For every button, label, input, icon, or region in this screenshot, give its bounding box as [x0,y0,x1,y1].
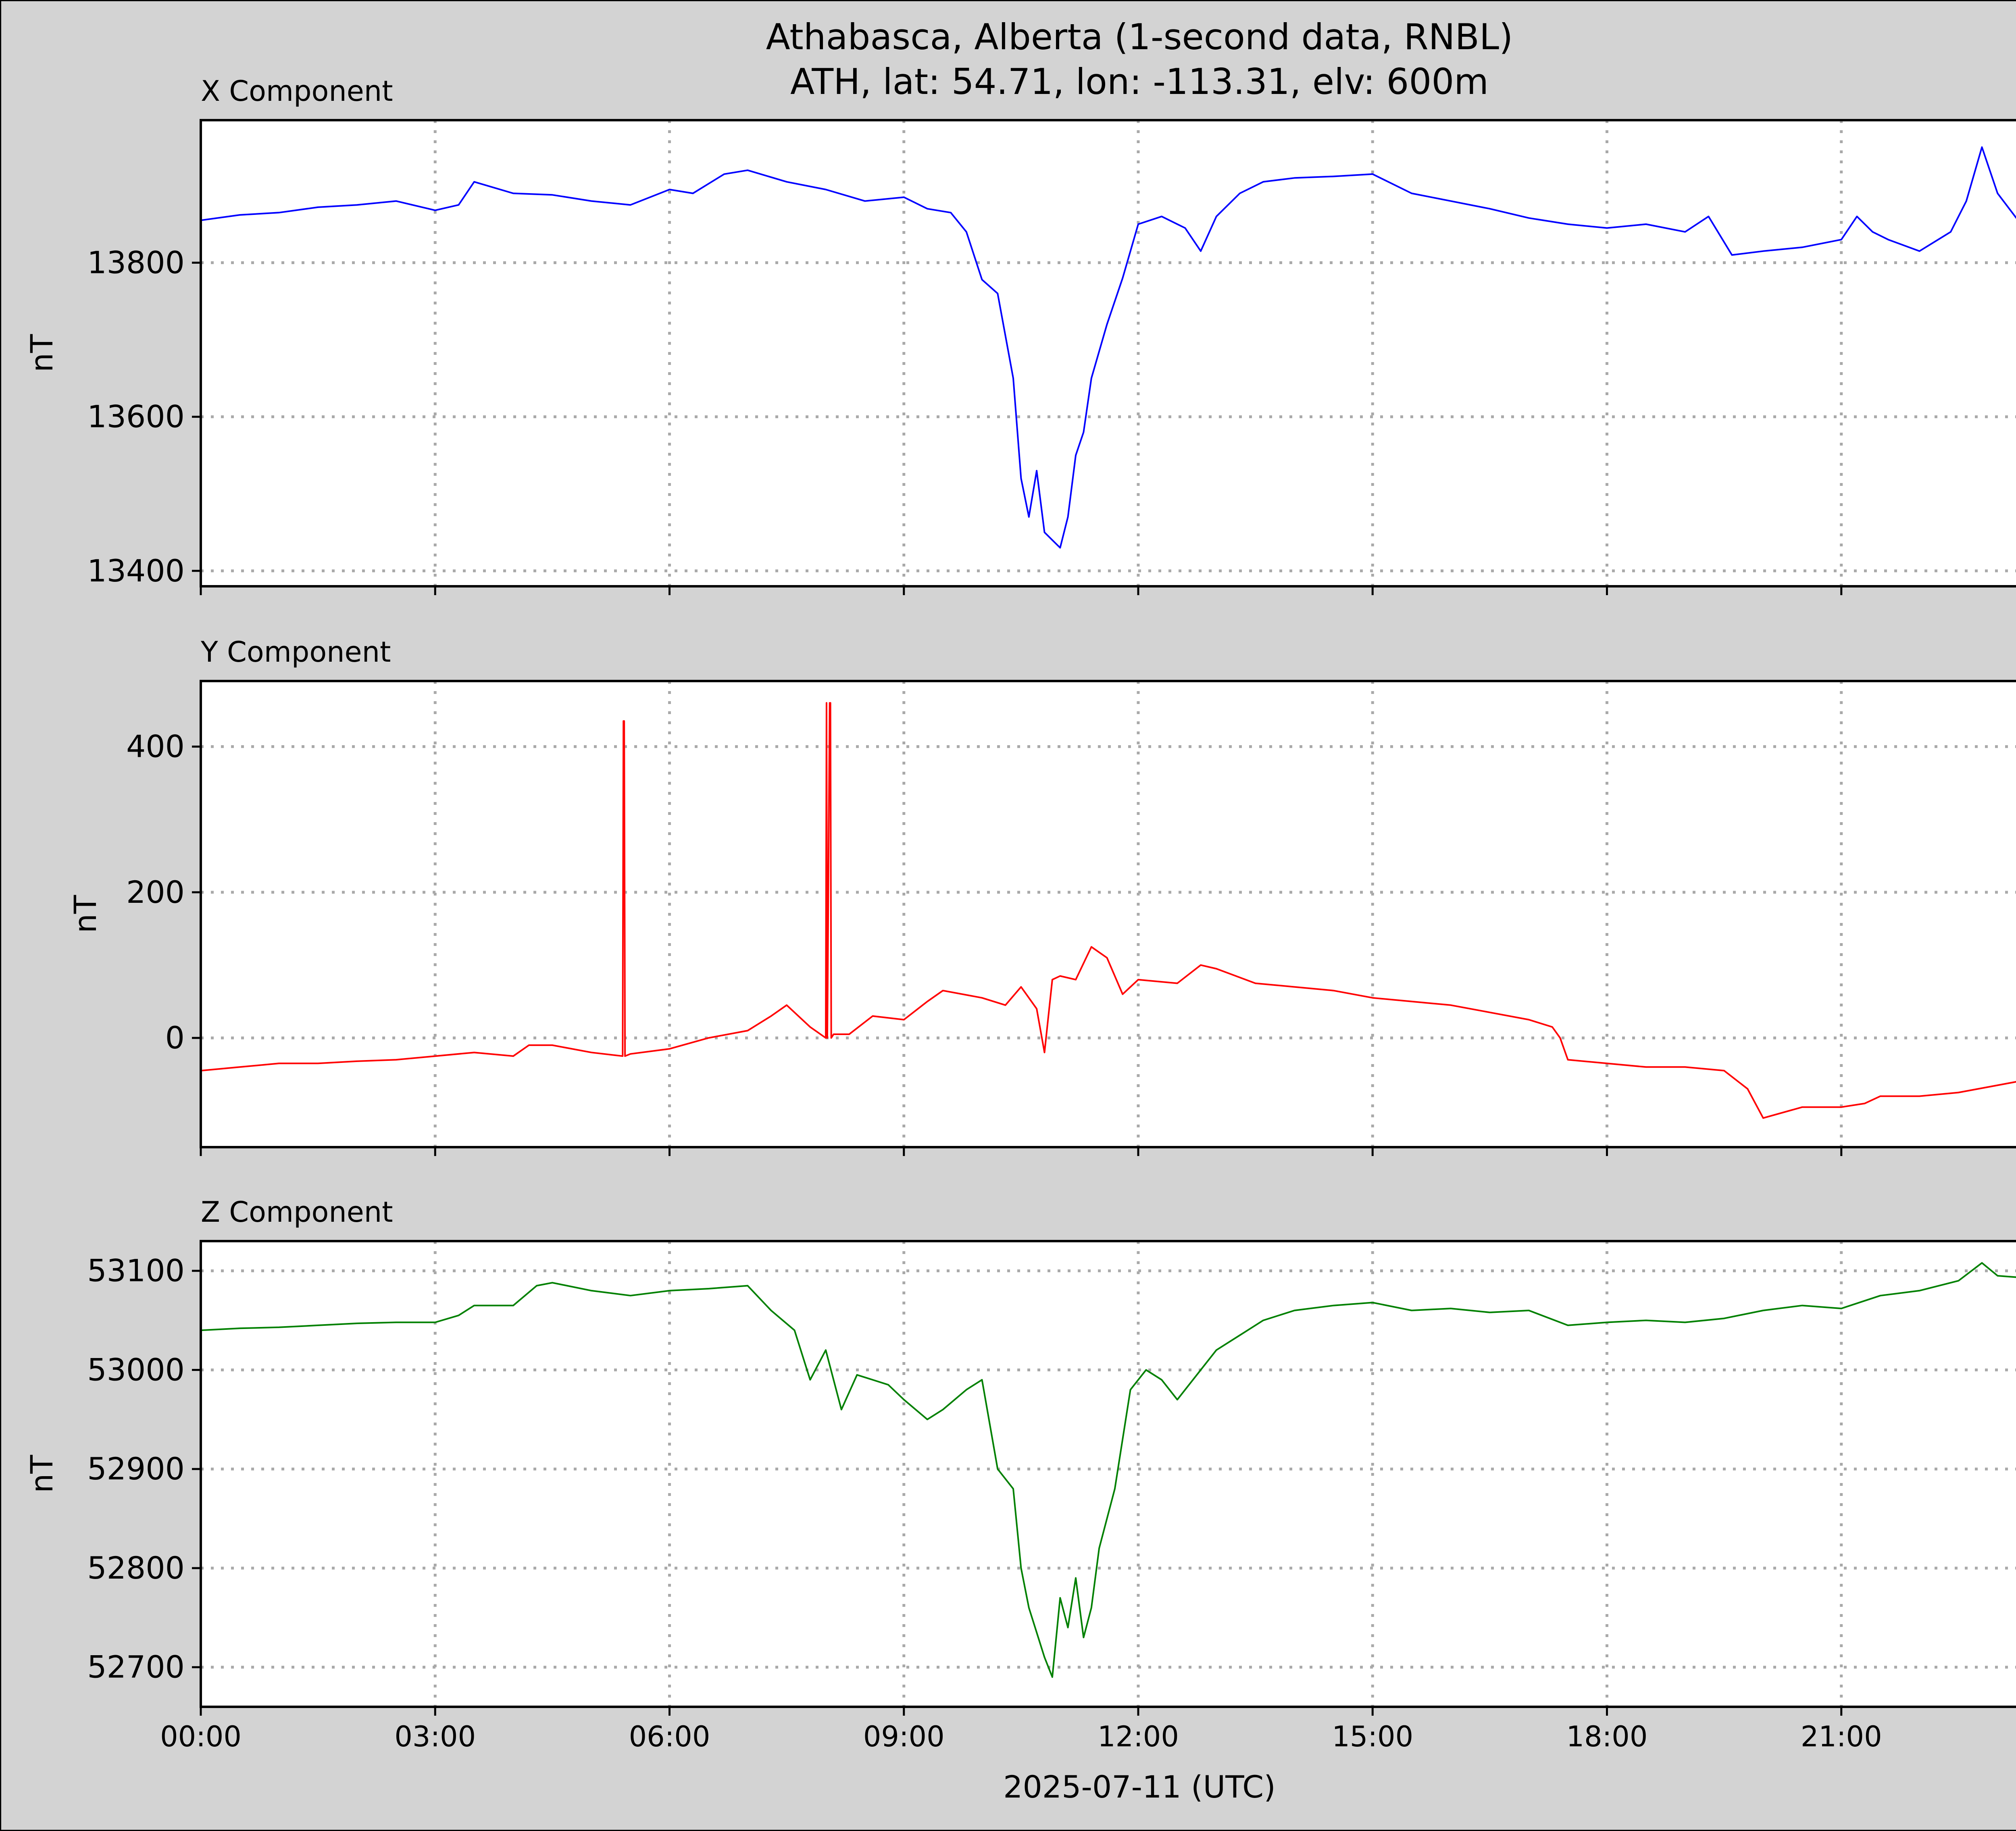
x-tick-label: 09:00 [863,1720,945,1753]
x-axis-label: 2025-07-11 (UTC) [1003,1769,1276,1805]
x-tick-label: 03:00 [394,1720,476,1753]
panel-title: Y Component [200,635,391,669]
panel-3: 00:00 03:00 06:00 09:00 12:00 15:00 18:00 21:00… [24,1196,2016,1753]
x-tick-label: 18:00 [1566,1720,1648,1753]
y-tick-label: 400 [126,729,185,764]
figure-title: Athabasca, Alberta (1-second data, RNBL) [766,16,1513,58]
y-tick-label: 0 [165,1020,185,1056]
plot-frame [200,680,2016,1148]
panel-1: 13400 13600 13800 X Component nT [24,75,2016,595]
plot-area [201,1241,2016,1707]
x-tick-label: 00:00 [160,1720,242,1753]
data-series-line [200,1262,2016,1678]
data-series-line [200,146,2016,549]
x-tick-label: 15:00 [1332,1720,1413,1753]
y-tick-label: 52900 [87,1451,185,1487]
figure-subtitle: ATH, lat: 54.71, lon: -113.31, elv: 600m [790,61,1489,102]
y-tick-label: 53000 [87,1352,185,1387]
y-tick-label: 52800 [87,1550,185,1586]
plot-frame [200,1240,2016,1708]
panel-title: X Component [201,75,393,108]
y-axis-label: nT [67,895,103,933]
y-axis-label: nT [24,1455,60,1493]
panel-title: Z Component [201,1196,393,1229]
panel-2: 0 200 400 Y Component nT [67,635,2016,1156]
y-tick-label: 200 [126,874,185,910]
plot-area [201,120,2016,586]
y-tick-label: 13400 [87,553,185,589]
y-tick-label: 13600 [87,399,185,435]
x-tick-label: 21:00 [1801,1720,1882,1753]
y-tick-label: 13800 [87,244,185,280]
data-series-line [200,702,2016,1119]
plot-area [201,681,2016,1147]
panels: 13400 13600 13800 X Component nT 0 200 400 Y Com… [24,75,2016,1753]
x-tick-label: 12:00 [1098,1720,1179,1753]
y-tick-label: 53100 [87,1253,185,1289]
y-axis-label: nT [24,334,60,372]
y-tick-label: 52700 [87,1649,185,1685]
x-tick-label: 06:00 [629,1720,710,1753]
plot-frame [200,119,2016,587]
